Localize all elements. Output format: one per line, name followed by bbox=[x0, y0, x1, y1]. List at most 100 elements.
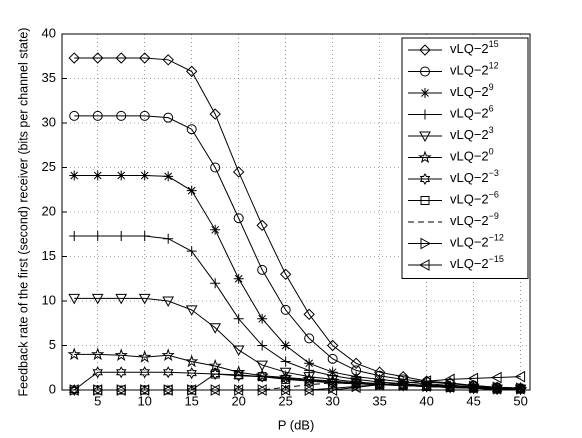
legend-name: vLQ−2 bbox=[450, 63, 489, 78]
marker bbox=[69, 231, 80, 242]
legend-label: vLQ−2−12 bbox=[450, 233, 504, 250]
marker bbox=[328, 382, 339, 395]
marker bbox=[68, 52, 80, 64]
marker bbox=[138, 350, 152, 363]
marker bbox=[422, 379, 433, 392]
legend-label: vLQ−2−15 bbox=[450, 254, 504, 271]
legend-exponent: 6 bbox=[489, 104, 494, 114]
marker bbox=[138, 52, 151, 64]
legend-exponent: −9 bbox=[489, 211, 499, 221]
marker bbox=[467, 372, 479, 385]
legend-label: vLQ−2−3 bbox=[450, 168, 499, 185]
legend-marker bbox=[420, 196, 430, 205]
legend-exponent: 3 bbox=[489, 125, 494, 135]
y-tick-label: 35 bbox=[42, 70, 56, 85]
marker bbox=[233, 273, 244, 284]
marker bbox=[326, 384, 338, 396]
marker bbox=[256, 384, 267, 396]
y-tick-label: 10 bbox=[42, 292, 56, 307]
marker bbox=[304, 333, 315, 344]
x-tick-label: 50 bbox=[513, 393, 527, 408]
marker bbox=[162, 296, 175, 308]
legend-exponent: 15 bbox=[489, 39, 499, 49]
marker bbox=[69, 110, 80, 121]
marker bbox=[420, 375, 432, 387]
marker bbox=[91, 347, 105, 361]
marker bbox=[68, 384, 79, 396]
marker bbox=[327, 353, 338, 364]
marker bbox=[138, 293, 151, 305]
y-tick-label: 40 bbox=[42, 25, 56, 40]
marker bbox=[350, 381, 361, 394]
marker bbox=[256, 360, 269, 372]
marker bbox=[139, 366, 150, 379]
marker bbox=[326, 339, 339, 352]
marker bbox=[115, 384, 126, 396]
marker bbox=[257, 372, 267, 382]
y-tick-label: 15 bbox=[42, 248, 56, 263]
marker bbox=[139, 170, 150, 181]
marker bbox=[444, 373, 455, 386]
legend-name: vLQ−2 bbox=[450, 106, 489, 121]
legend-label: vLQ−2−9 bbox=[450, 211, 499, 228]
marker bbox=[92, 110, 103, 121]
marker bbox=[516, 382, 527, 395]
marker bbox=[210, 278, 221, 289]
legend-marker bbox=[418, 150, 432, 164]
marker bbox=[115, 52, 127, 64]
legend-name: vLQ−2 bbox=[450, 127, 489, 142]
x-tick-label: 20 bbox=[231, 393, 245, 408]
marker bbox=[162, 54, 174, 66]
marker bbox=[210, 369, 220, 379]
marker bbox=[279, 268, 292, 281]
marker bbox=[232, 166, 245, 178]
marker bbox=[162, 384, 173, 396]
legend-name: vLQ−2 bbox=[450, 170, 489, 185]
x-tick-label: 15 bbox=[184, 393, 198, 408]
marker bbox=[116, 366, 127, 379]
marker bbox=[445, 379, 457, 392]
y-tick-label: 0 bbox=[49, 381, 56, 396]
legend-exponent: 9 bbox=[489, 82, 494, 92]
legend-exponent: −15 bbox=[489, 254, 504, 264]
marker bbox=[256, 219, 268, 232]
marker bbox=[163, 171, 174, 182]
marker bbox=[116, 110, 127, 121]
marker bbox=[210, 162, 221, 173]
marker bbox=[138, 384, 150, 396]
marker bbox=[92, 52, 104, 64]
marker bbox=[139, 231, 150, 242]
legend-marker bbox=[418, 259, 430, 271]
marker bbox=[232, 345, 245, 356]
marker bbox=[185, 305, 198, 316]
marker bbox=[279, 367, 292, 379]
marker bbox=[209, 108, 221, 120]
y-axis-label: Feedback rate of the first (second) rece… bbox=[16, 28, 30, 397]
marker bbox=[209, 384, 220, 396]
marker bbox=[373, 378, 385, 391]
legend-exponent: −6 bbox=[489, 190, 499, 200]
legend-name: vLQ−2 bbox=[450, 192, 489, 207]
marker bbox=[185, 354, 199, 368]
y-tick-label: 5 bbox=[49, 337, 56, 352]
legend-exponent: −3 bbox=[489, 168, 499, 178]
marker bbox=[233, 213, 244, 224]
marker bbox=[163, 112, 174, 123]
marker bbox=[280, 304, 291, 315]
x-tick-label: 25 bbox=[278, 393, 292, 408]
x-axis-label: P (dB) bbox=[278, 417, 315, 432]
x-tick-label: 5 bbox=[94, 393, 101, 408]
legend-label: vLQ−2−6 bbox=[450, 190, 499, 207]
marker bbox=[257, 313, 268, 324]
marker bbox=[303, 384, 314, 396]
legend-label: vLQ−215 bbox=[450, 39, 499, 56]
marker bbox=[491, 371, 502, 384]
legend-marker bbox=[419, 131, 431, 143]
marker bbox=[92, 366, 103, 379]
x-tick-label: 35 bbox=[372, 393, 386, 408]
marker bbox=[185, 65, 198, 78]
marker bbox=[161, 348, 175, 361]
marker bbox=[397, 377, 408, 389]
y-tick-label: 20 bbox=[42, 203, 56, 218]
